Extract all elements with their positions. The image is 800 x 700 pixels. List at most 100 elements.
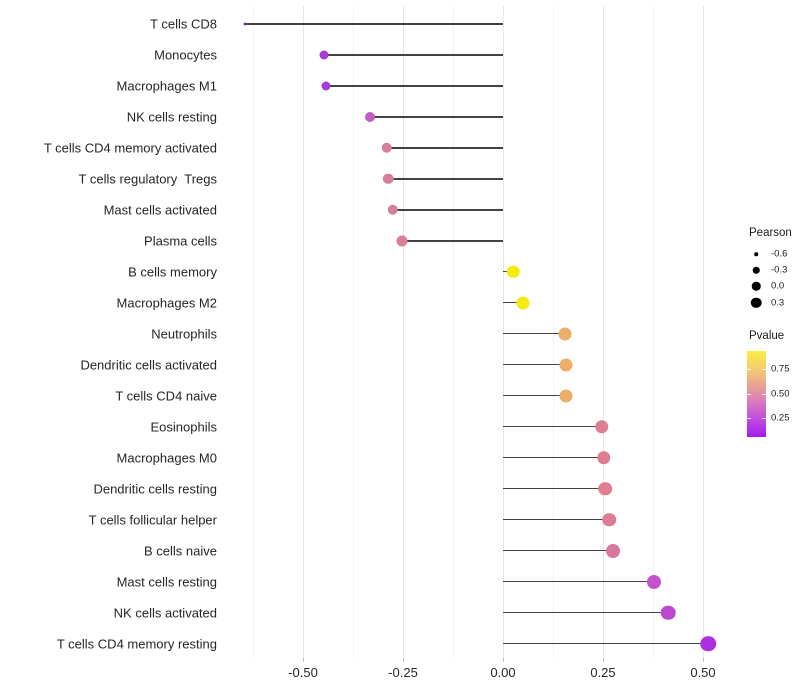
data-point [516, 296, 530, 310]
size-legend-dot [751, 282, 761, 291]
category-label: Dendritic cells resting [93, 481, 217, 497]
data-point [319, 50, 329, 60]
colorbar-tick [747, 417, 751, 419]
stem-line [503, 642, 709, 645]
category-label: Macrophages M2 [116, 295, 217, 311]
colorbar-label: 0.50 [771, 388, 790, 400]
colorbar-tick [762, 394, 766, 395]
legend-title-pvalue: Pvalue [749, 330, 785, 342]
category-label: NK cells activated [113, 605, 217, 621]
stem-line [503, 302, 524, 304]
colorbar-tick [762, 417, 766, 419]
stem-line [388, 178, 503, 180]
category-label: Neutrophils [151, 326, 217, 342]
data-point [387, 204, 398, 216]
data-point [597, 450, 611, 465]
minor-gridline [453, 6, 454, 658]
data-point [382, 173, 394, 185]
stem-line [392, 209, 503, 211]
category-label: B cells naive [144, 543, 217, 559]
size-legend-dot [752, 266, 760, 274]
stem-line [401, 240, 503, 242]
stem-line [503, 364, 566, 366]
x-axis-tick-label: 0.50 [690, 665, 716, 680]
size-legend-dot [750, 297, 762, 308]
x-axis-tick-label: 0.00 [490, 665, 516, 680]
stem-line [503, 549, 613, 552]
category-label: T cells regulatory Tregs [78, 171, 217, 187]
category-label: T cells CD8 [150, 16, 217, 32]
legend-title-pearson: Pearson [749, 227, 792, 239]
category-label: Mast cells activated [103, 202, 217, 218]
major-gridline [303, 6, 304, 658]
data-point [364, 111, 375, 122]
x-axis-tick-label: -0.50 [288, 665, 318, 680]
category-label: NK cells resting [126, 109, 217, 125]
stem-line [503, 333, 565, 335]
category-label: Mast cells resting [116, 574, 217, 590]
colorbar-tick [762, 369, 766, 370]
data-point [595, 419, 609, 434]
data-point [647, 574, 662, 589]
category-label: Plasma cells [144, 233, 217, 249]
minor-gridline [553, 6, 554, 658]
stem-line [503, 395, 567, 397]
stem-line [369, 116, 503, 118]
data-point [558, 327, 572, 341]
minor-gridline [353, 6, 354, 658]
data-point [598, 481, 613, 496]
colorbar-label: 0.75 [771, 363, 790, 375]
size-legend-dot [754, 252, 758, 256]
major-gridline [603, 6, 604, 658]
minor-gridline [653, 6, 654, 658]
data-point [559, 358, 573, 372]
data-point [606, 543, 620, 558]
category-label: Eosinophils [150, 419, 218, 435]
pvalue-colorbar [747, 351, 766, 437]
x-axis-tick [403, 658, 404, 662]
category-label: T cells CD4 memory activated [43, 140, 217, 156]
colorbar-label: 0.25 [771, 412, 790, 423]
category-label: Macrophages M1 [116, 78, 217, 94]
size-legend-label: 0.0 [771, 280, 785, 292]
x-axis-tick [503, 658, 504, 662]
major-gridline [503, 6, 504, 658]
data-point [243, 22, 247, 26]
data-point [602, 512, 616, 527]
x-axis-tick [703, 658, 704, 662]
stem-line [325, 85, 503, 87]
data-point [396, 235, 408, 247]
data-point [507, 265, 520, 279]
stem-line [503, 456, 604, 459]
category-label: T cells CD4 naive [115, 388, 217, 404]
category-label: T cells CD4 memory resting [56, 636, 217, 651]
size-legend-label: 0.3 [771, 297, 785, 309]
data-point [321, 81, 331, 91]
stem-line [323, 54, 503, 56]
category-label: Dendritic cells activated [80, 357, 217, 373]
colorbar-tick [747, 369, 751, 370]
colorbar-tick [747, 394, 751, 395]
x-axis-tick-label: 0.25 [590, 665, 616, 680]
minor-gridline [253, 6, 254, 658]
x-axis-tick [603, 658, 604, 662]
stem-line [503, 487, 606, 490]
stem-line [245, 23, 503, 25]
size-legend-label: -0.6 [771, 248, 788, 260]
data-point [381, 142, 392, 154]
stem-line [503, 580, 655, 583]
x-axis-tick [303, 658, 304, 662]
category-label: Monocytes [154, 47, 217, 63]
major-gridline [703, 6, 704, 658]
data-point [660, 605, 676, 620]
stem-line [503, 611, 669, 614]
data-point [559, 389, 573, 403]
category-label: T cells follicular helper [88, 512, 217, 528]
x-axis-tick-label: -0.25 [388, 665, 418, 680]
major-gridline [403, 6, 404, 658]
stem-line [503, 425, 602, 428]
size-legend-label: -0.3 [771, 264, 788, 276]
stem-line [386, 147, 503, 149]
stem-line [503, 518, 609, 521]
